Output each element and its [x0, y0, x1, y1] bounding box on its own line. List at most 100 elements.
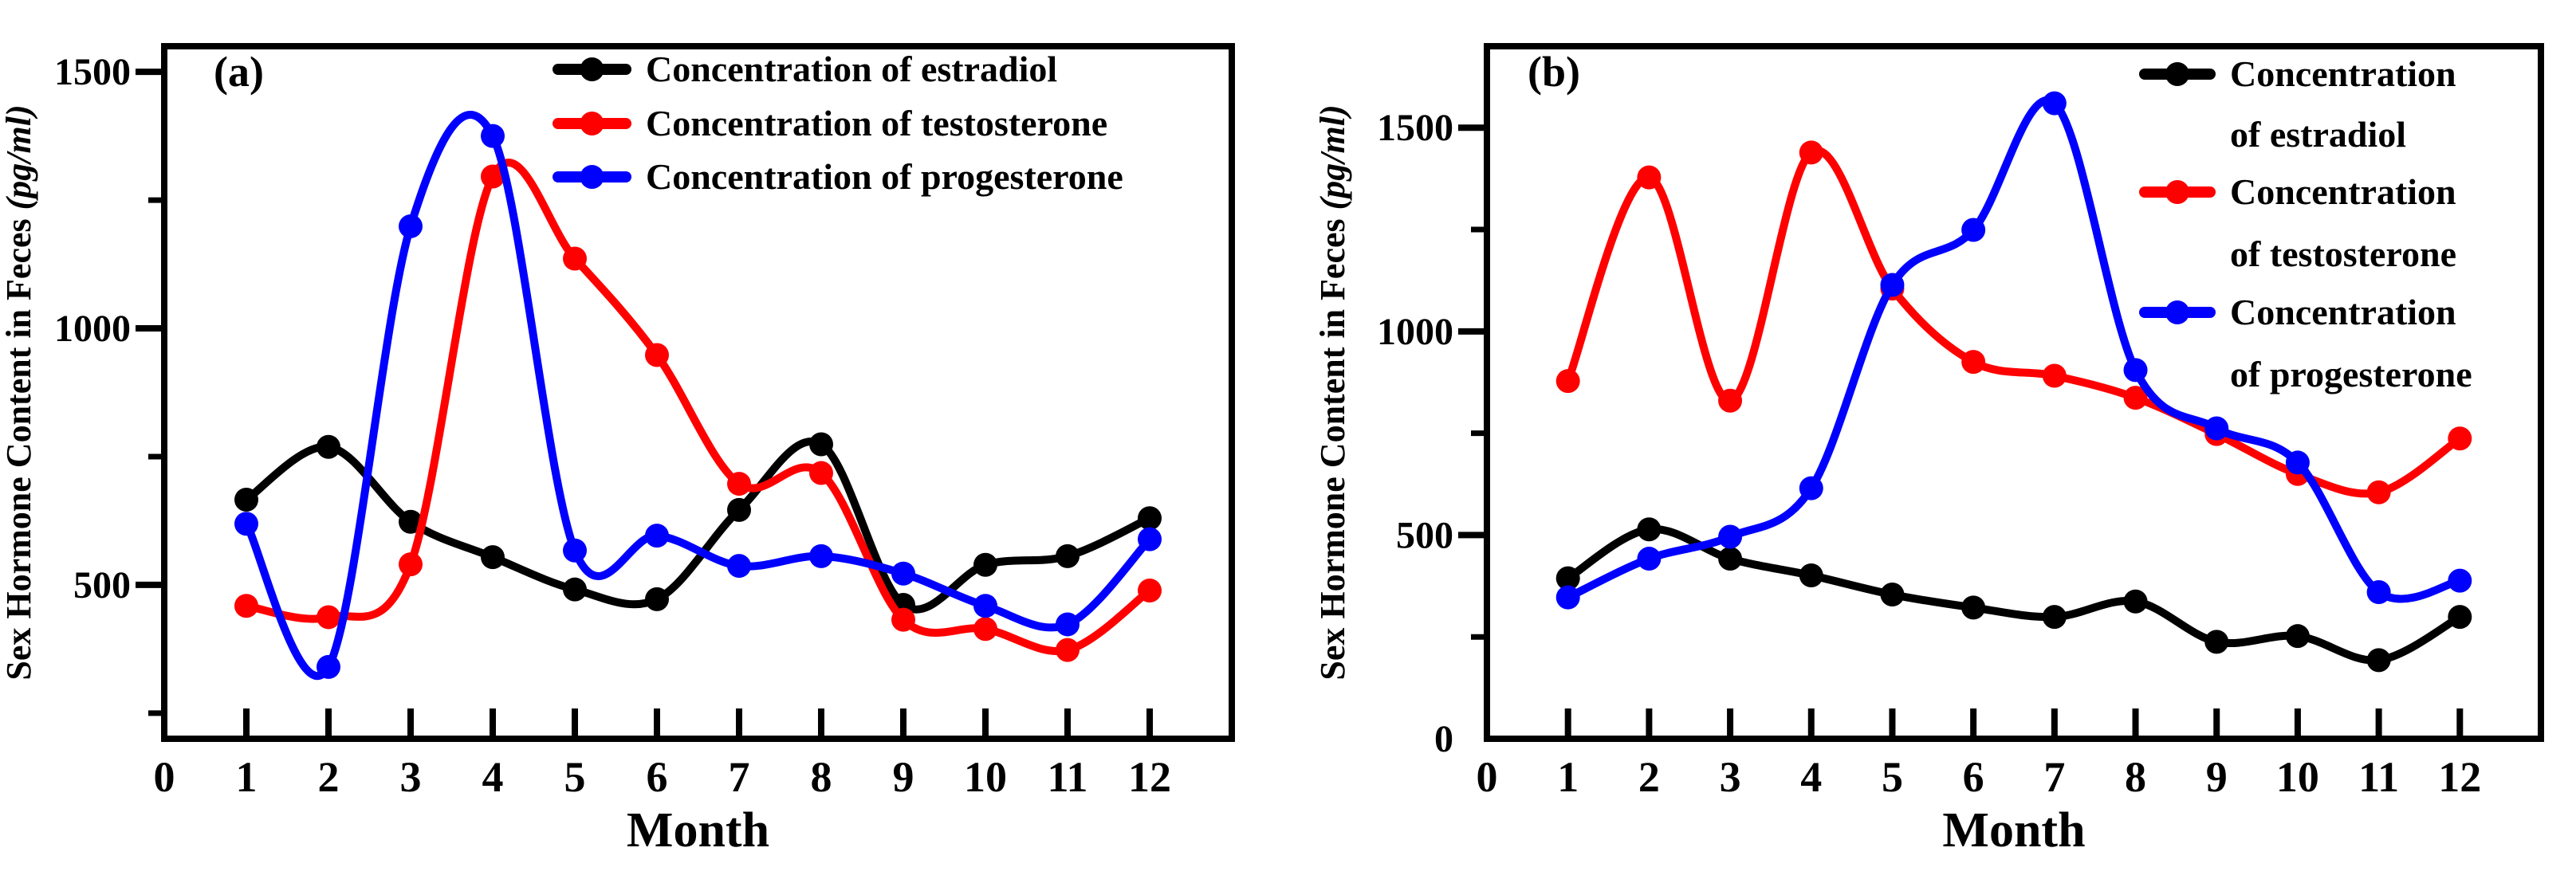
data-point	[2448, 605, 2472, 630]
data-point	[2366, 648, 2391, 673]
y-axis-label: Sex Hormone Content in Feces (pg/ml)	[0, 104, 38, 680]
data-point	[891, 561, 915, 586]
data-point	[2448, 426, 2472, 451]
legend-entry: Concentration of estradiol	[2139, 53, 2456, 155]
x-tick-label: 11	[2358, 753, 2399, 801]
legend-label: of progesterone	[2230, 354, 2472, 394]
y-tick-label: 500	[73, 564, 131, 606]
data-point	[1718, 547, 1743, 571]
y-tick-label: 1000	[54, 308, 131, 350]
data-point	[399, 552, 423, 577]
data-point	[2123, 358, 2148, 383]
data-point	[563, 538, 587, 563]
data-point	[1880, 273, 1905, 297]
legend-label: Concentration of estradiol	[646, 49, 1057, 89]
panel-label: (a)	[214, 48, 264, 96]
data-point	[234, 594, 258, 618]
x-tick-label: 5	[1882, 753, 1903, 801]
data-point	[1138, 578, 1162, 602]
data-point	[1961, 595, 1986, 620]
x-tick-label: 6	[647, 753, 668, 801]
x-tick-label: 2	[318, 753, 340, 801]
x-axis-label: Month	[627, 803, 769, 857]
x-tick-label: 5	[564, 753, 586, 801]
data-point	[481, 124, 505, 148]
data-point	[809, 544, 833, 568]
data-point	[1138, 506, 1162, 531]
legend-marker	[580, 112, 604, 135]
series-concentration-of-progesterone	[234, 111, 1162, 681]
data-point	[1880, 583, 1905, 607]
x-axis-label: Month	[1942, 803, 2085, 857]
y-axis-label-text: Sex Hormone Content in Feces	[0, 210, 38, 680]
y-axis-label-unit: (pg/ml)	[0, 104, 38, 210]
data-point	[2448, 568, 2472, 593]
x-tick-label: 4	[1800, 753, 1822, 801]
data-point	[2204, 630, 2229, 654]
data-point	[809, 461, 833, 485]
data-point	[2285, 624, 2310, 649]
data-point	[1718, 524, 1743, 549]
data-point	[809, 432, 833, 457]
y-tick-label: 1500	[54, 51, 131, 93]
data-point	[234, 512, 258, 536]
data-point	[2204, 416, 2229, 441]
data-point	[1961, 218, 1986, 242]
data-point	[481, 164, 505, 189]
data-point	[727, 497, 751, 522]
x-tick-label: 9	[893, 753, 914, 801]
y-axis-label-unit: (pg/ml)	[1313, 104, 1352, 210]
y-tick-label: 1000	[1377, 311, 1453, 353]
data-point	[727, 472, 751, 496]
legend-marker	[580, 165, 604, 189]
legend-entry: Concentration of progesterone	[553, 156, 1123, 197]
legend-label: Concentration	[2230, 53, 2456, 94]
y-axis-label-text: Sex Hormone Content in Feces	[1313, 210, 1352, 680]
x-tick-label: 10	[2276, 753, 2319, 801]
data-point	[317, 434, 340, 459]
data-point	[1799, 140, 1823, 165]
series-line	[244, 438, 1152, 614]
x-tick-label: 3	[400, 753, 422, 801]
x-tick-label: 2	[1638, 753, 1660, 801]
data-point	[1138, 527, 1162, 551]
data-point	[1637, 165, 1662, 190]
legend-entry: Concentration of testosterone	[553, 103, 1107, 143]
legend-entry: Concentration of estradiol	[553, 49, 1057, 89]
data-point	[1056, 544, 1080, 568]
data-point	[563, 246, 587, 271]
x-tick-label: 11	[1047, 753, 1087, 801]
legend-label: Concentration	[2230, 292, 2456, 332]
x-tick-label: 9	[2206, 753, 2228, 801]
data-point	[399, 509, 423, 534]
plot-frame	[1484, 43, 2544, 742]
data-point	[645, 587, 669, 611]
data-point	[645, 343, 669, 367]
x-tick-label: 7	[729, 753, 750, 801]
data-point	[973, 617, 997, 642]
data-point	[481, 545, 505, 570]
data-point	[2042, 363, 2067, 388]
data-point	[1718, 388, 1743, 413]
x-tick-label: 4	[482, 753, 504, 801]
x-tick-label: 8	[2125, 753, 2146, 801]
data-point	[2285, 450, 2310, 475]
panel-label: (b)	[1528, 48, 1580, 96]
x-tick-label: 12	[2438, 753, 2481, 801]
legend-marker	[2165, 180, 2189, 204]
data-point	[727, 554, 751, 579]
y-tick-label: 0	[1434, 718, 1453, 760]
legend-marker	[580, 57, 604, 81]
data-point	[1637, 547, 1662, 571]
data-point	[891, 607, 915, 632]
data-point	[1056, 612, 1080, 637]
y-tick-label: 1500	[1377, 107, 1453, 149]
series-line	[246, 159, 1153, 655]
y-tick-label: 500	[1396, 514, 1453, 556]
legend-marker	[2165, 62, 2189, 86]
legend-entry: Concentration of progesterone	[2139, 292, 2472, 394]
data-point	[1799, 563, 1823, 588]
